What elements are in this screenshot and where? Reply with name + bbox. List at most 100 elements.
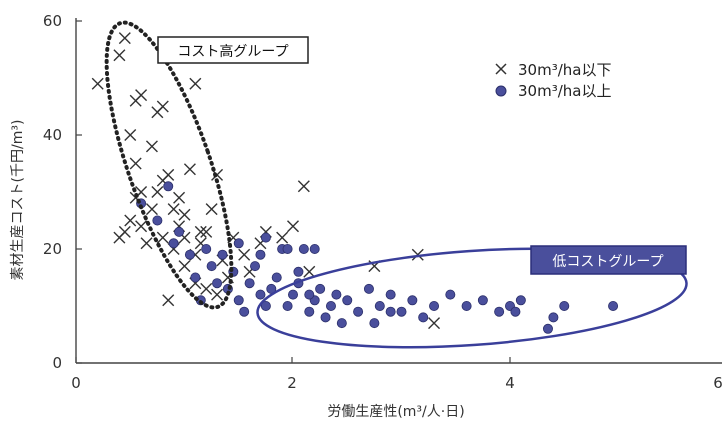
circle-marker-point [320, 312, 331, 323]
circle-marker-point [184, 249, 195, 260]
x-marker-point [178, 260, 191, 273]
circle-marker-point [239, 306, 250, 317]
x-marker-point [303, 265, 316, 278]
x-marker-point [173, 191, 186, 204]
x-marker-point [205, 203, 218, 216]
circle-marker-point [461, 300, 472, 311]
circle-marker-point [282, 243, 293, 254]
x-marker-point [238, 248, 251, 261]
circle-marker-point [309, 243, 320, 254]
circle-marker-point [250, 261, 261, 272]
circle-marker-point [363, 283, 374, 294]
x-marker-point [200, 282, 213, 295]
circle-marker-point [396, 306, 407, 317]
y-tick-label: 40 [43, 126, 62, 144]
legend: 30m³/ha以下 30m³/ha以上 [495, 61, 611, 100]
circle-marker-point [418, 312, 429, 323]
circle-marker-point [374, 300, 385, 311]
circle-marker-point [217, 249, 228, 260]
circle-marker-point [233, 238, 244, 249]
x-marker-point [151, 186, 164, 198]
circle-marker-point [282, 300, 293, 311]
legend-label-series-2: 30m³/ha以上 [518, 82, 611, 100]
legend-circle-marker [495, 85, 507, 97]
x-marker-point [113, 231, 126, 244]
y-axis-label: 素材生産コスト(千円/m³) [10, 120, 26, 281]
circle-marker-point [271, 272, 282, 283]
high-cost-group-text: コスト高グループ [177, 43, 288, 60]
high-cost-group-label: コスト高グループ [157, 36, 309, 64]
circle-marker-point [559, 300, 570, 311]
circle-marker-point [260, 300, 271, 311]
circle-marker-point [163, 181, 174, 192]
x-marker-point [135, 220, 148, 233]
x-marker-point [145, 140, 158, 153]
x-marker-point [287, 220, 299, 233]
x-marker-point [428, 317, 441, 330]
x-marker-point [162, 294, 175, 307]
circle-marker-point [212, 278, 223, 289]
x-axis-label: 労働生産性(m³/人·日) [327, 404, 464, 420]
circle-marker-point [260, 232, 271, 243]
circle-marker-point [174, 226, 185, 237]
x-marker-point [200, 225, 213, 238]
x-marker-point [145, 203, 158, 216]
x-marker-point [156, 100, 169, 113]
circle-marker-point [244, 278, 255, 289]
circle-marker-point [206, 261, 217, 272]
circle-marker-point [494, 306, 505, 317]
x-marker-point [211, 288, 224, 301]
x-marker-point [167, 203, 180, 216]
y-tick-label: 20 [43, 240, 62, 258]
circle-marker-point [608, 300, 619, 311]
circle-marker-point [255, 289, 266, 300]
circle-marker-point [385, 289, 396, 300]
circle-marker-point [304, 306, 315, 317]
x-marker-point [183, 163, 196, 176]
x-marker-point [140, 237, 153, 250]
circle-marker-point [152, 215, 163, 226]
high-cost-group-ellipse [104, 20, 234, 310]
x-marker-point [178, 208, 191, 221]
legend-x-marker [495, 63, 507, 75]
circle-marker-point [325, 300, 336, 311]
circle-marker-point [515, 295, 526, 306]
x-marker-point [189, 77, 202, 90]
x-marker-point [129, 157, 142, 170]
circle-marker-point [385, 306, 396, 317]
low-cost-group-label: 低コストグループ [530, 245, 687, 275]
x-tick-label: 0 [71, 374, 81, 392]
circle-marker-point [429, 300, 440, 311]
x-marker-point [124, 129, 137, 141]
x-marker-point [91, 77, 104, 90]
circle-marker-point [287, 289, 298, 300]
y-tick-label: 60 [43, 12, 62, 30]
circle-marker-point [298, 243, 309, 254]
circle-marker-point [477, 295, 488, 306]
circle-marker-point [201, 243, 212, 254]
circle-marker-point [407, 295, 418, 306]
x-marker-point [297, 180, 310, 193]
circle-marker-point [315, 283, 326, 294]
circle-marker-point [336, 318, 347, 329]
x-marker-point [113, 49, 126, 62]
circle-marker-point [190, 272, 201, 283]
y-tick-marks [76, 20, 82, 364]
circle-marker-point [353, 306, 364, 317]
x-marker-point [194, 225, 207, 238]
circle-marker-point [331, 289, 342, 300]
circle-marker-point [342, 295, 353, 306]
circle-marker-point [168, 238, 179, 249]
x-marker-point [124, 214, 137, 227]
x-marker-point [135, 89, 148, 102]
x-marker-point [276, 231, 289, 244]
circle-marker-point [293, 266, 304, 277]
low-cost-group-ellipse [256, 247, 688, 349]
circle-marker-point [255, 249, 266, 260]
circle-marker-point [445, 289, 456, 300]
legend-label-series-1: 30m³/ha以下 [518, 61, 611, 79]
low-cost-group-text: 低コストグループ [552, 254, 663, 270]
circle-marker-point [542, 323, 553, 334]
circle-marker-point [304, 289, 315, 300]
